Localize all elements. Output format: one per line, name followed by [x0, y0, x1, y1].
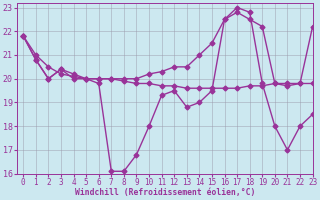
X-axis label: Windchill (Refroidissement éolien,°C): Windchill (Refroidissement éolien,°C): [75, 188, 255, 197]
